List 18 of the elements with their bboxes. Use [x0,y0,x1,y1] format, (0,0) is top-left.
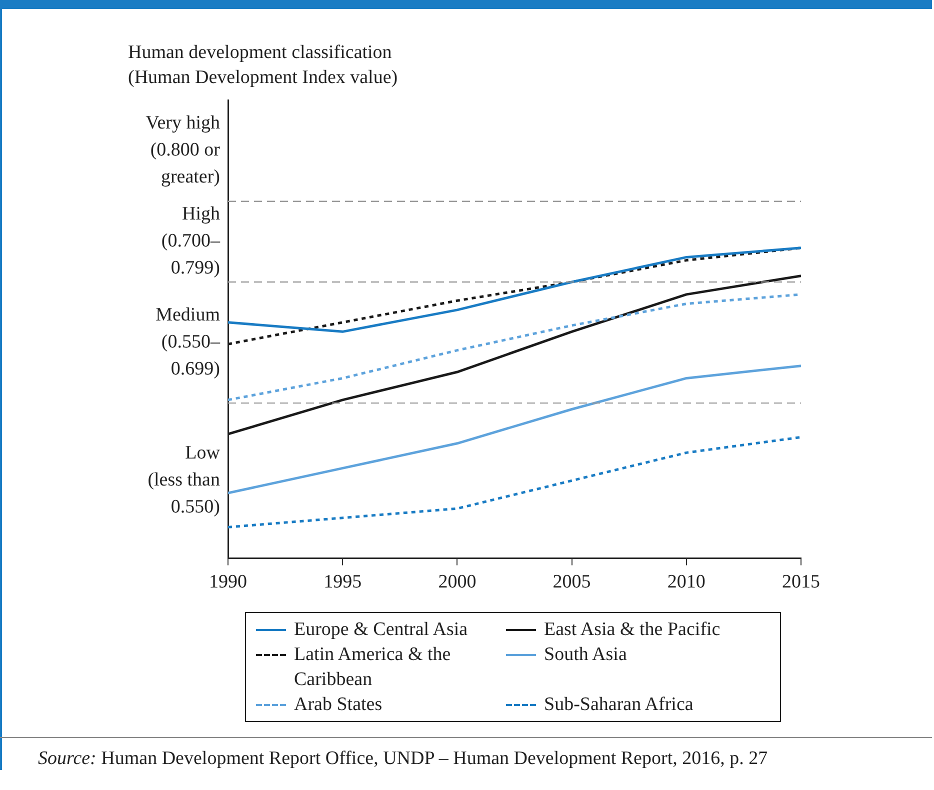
legend-label: South Asia [544,643,627,667]
x-tick-label: 2005 [552,572,591,593]
legend-label: Arab States [294,693,382,717]
text: Human development classification (Human Development Index value) [128,41,398,90]
text: High (0.700– 0.799) [161,204,220,279]
source-note: Source: Human Development Report Office, UNDP – Human Development Report, 2016, p. 27 [38,748,769,770]
legend-label: Europe & Central Asia [294,618,468,642]
text: Low (less than 0.550) [148,442,220,518]
x-tick-label: 2015 [782,572,820,593]
x-tick-label: 2010 [667,572,706,593]
x-tick-label: 1990 [209,572,247,593]
legend-label: Latin America & the Caribbean [294,643,452,692]
legend-label: Sub-Saharan Africa [544,693,694,717]
text: Medium (0.550– 0.699) [156,304,220,380]
legend-label: East Asia & the Pacific [544,618,720,642]
x-tick-label: 1995 [324,572,362,593]
x-tick-label: 2000 [438,572,476,593]
text: Very high (0.800 or greater) [146,112,221,188]
